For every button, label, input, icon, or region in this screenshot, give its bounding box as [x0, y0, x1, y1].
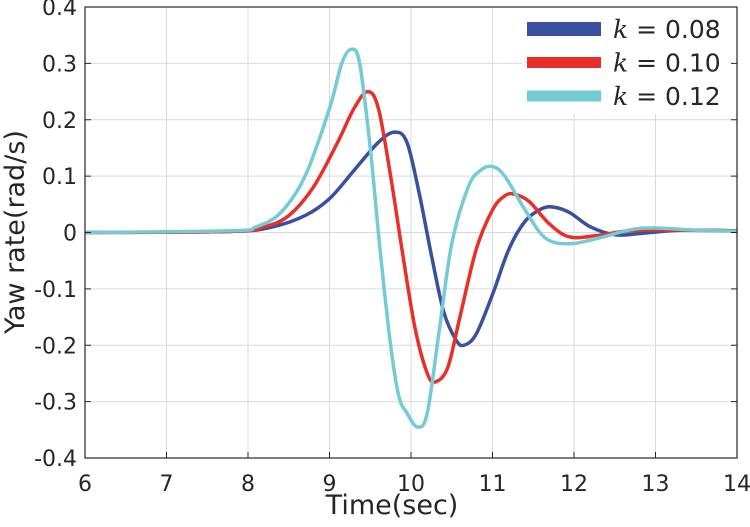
y-tick-label: 0.1 [42, 165, 77, 190]
y-axis-label: Yaw rate(rad/s) [0, 130, 31, 335]
y-tick-label: -0.4 [34, 447, 77, 472]
x-tick-label: 13 [642, 472, 670, 497]
y-tick-label: -0.3 [34, 391, 77, 416]
y-tick-label: -0.2 [34, 334, 77, 359]
series-line-0 [84, 130, 738, 348]
x-tick-label: 7 [160, 472, 174, 497]
x-tick-label: 14 [723, 472, 750, 497]
x-tick-label: 6 [78, 472, 92, 497]
series-line-2 [84, 47, 738, 429]
x-tick-label: 12 [560, 472, 588, 497]
x-tick-label: 8 [241, 472, 255, 497]
legend: k = 0.08 k = 0.10 k = 0.12 [527, 15, 721, 111]
legend-label-2: k = 0.12 [613, 82, 721, 111]
legend-label-0: k = 0.08 [613, 15, 721, 44]
x-tick-label: 10 [397, 472, 425, 497]
x-tick-label: 11 [479, 472, 507, 497]
y-tick-label: 0.2 [42, 109, 77, 134]
y-tick-label: 0.4 [42, 0, 77, 21]
x-tick-label: 9 [323, 472, 337, 497]
y-tick-label: 0.3 [42, 52, 77, 77]
ticks: 6 7 8 9 10 11 12 13 14 -0.4 -0.3 -0.2 -0.1 0 0.1 0.2 0.3… [34, 0, 750, 497]
series-lines [84, 47, 738, 429]
legend-label-1: k = 0.10 [613, 49, 721, 78]
y-tick-label: -0.1 [34, 278, 77, 303]
y-tick-label: 0 [63, 222, 77, 247]
x-axis-label: Time(sec) [325, 490, 459, 521]
series-line-1 [84, 89, 738, 384]
